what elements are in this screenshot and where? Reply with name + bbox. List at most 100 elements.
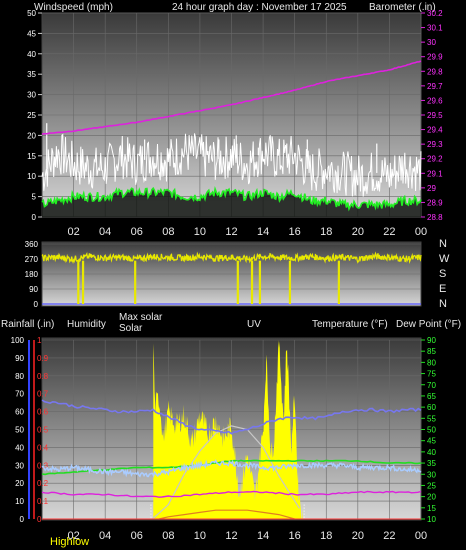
hour-tick-label: 06 [131, 226, 143, 238]
barometer-tick-label: 29 [427, 184, 436, 193]
barometer-tick-label: 28.9 [427, 198, 443, 207]
rainfall-tick-label: 0.2 [37, 479, 49, 488]
sensor-axes: 100908070605040302010010.90.80.70.60.50.… [11, 336, 437, 524]
hour-tick-label: 22 [383, 226, 395, 238]
rainfall-tick-label: 0.6 [37, 408, 49, 417]
humidity-axis-label: Humidity [67, 319, 106, 330]
direction-tick-labels: 360 270 180 90 0 [25, 240, 39, 309]
hour-tick-label-lower: 04 [99, 530, 111, 542]
humidity-line [41, 399, 422, 435]
humidity-tick-label: 50 [15, 426, 24, 435]
hour-tick-label: 12 [225, 226, 237, 238]
temperature-tick-label: 15 [427, 504, 436, 513]
barometer-tick-label: 29.7 [427, 82, 443, 91]
rainfall-tick-label: 1 [37, 336, 42, 345]
humidity-tick-label: 70 [15, 390, 24, 399]
highlow-label: Highlow [50, 536, 89, 548]
uv-line [158, 509, 295, 520]
rainfall-tick-label: 0.5 [37, 426, 49, 435]
humidity-tick-label: 0 [20, 515, 25, 524]
wind-series [41, 60, 422, 217]
temperature-tick-label: 30 [427, 470, 436, 479]
hour-tick-label: 10 [194, 226, 206, 238]
compass-label: N [439, 298, 447, 310]
dew-point-axis-label: Dew Point (°F) [396, 319, 461, 330]
humidity-tick-label: 80 [15, 372, 24, 381]
temperature-tick-label: 20 [427, 493, 436, 502]
temperature-tick-label: 25 [427, 481, 436, 490]
hour-tick-label-lower: 22 [383, 530, 395, 542]
hour-tick-label-lower: 20 [352, 530, 364, 542]
barometer-line [41, 60, 422, 135]
humidity-tick-label: 40 [15, 443, 24, 452]
hour-tick-label: 20 [352, 226, 364, 238]
solar-radiation-area [153, 340, 303, 519]
wind-gust-line [41, 133, 422, 197]
temperature-tick-label: 80 [427, 358, 436, 367]
rainfall-tick-label: 0.8 [37, 372, 49, 381]
hour-tick-label-lower: 00 [415, 530, 427, 542]
humidity-tick-label: 100 [11, 336, 25, 345]
windspeed-tick-label: 40 [27, 50, 36, 59]
temperature-tick-label: 70 [427, 381, 436, 390]
compass-label: S [439, 268, 446, 280]
wind-direction-trace [41, 251, 422, 264]
barometer-tick-label: 28.8 [427, 213, 443, 222]
sensor-series [41, 340, 422, 520]
hour-tick-label: 02 [67, 226, 79, 238]
wind-average-fill [42, 188, 421, 217]
lower-panel-headers: Rainfall (.in) Humidity Max solar Solar … [1, 312, 461, 334]
temperature-tick-label: 35 [427, 459, 436, 468]
hour-tick-label-lower: 18 [320, 530, 332, 542]
hour-tick-label: 16 [289, 226, 301, 238]
uv-axis-label: UV [247, 319, 261, 330]
temperature-tick-label: 40 [427, 448, 436, 457]
compass-label: N [439, 238, 447, 250]
barometer-axis-label: Barometer (.in) [369, 2, 436, 13]
hour-tick-label-lower: 16 [289, 530, 301, 542]
rainfall-tick-label: 0 [37, 515, 42, 524]
windspeed-tick-label: 20 [27, 131, 36, 140]
windspeed-tick-label: 35 [27, 70, 36, 79]
windspeed-tick-label: 15 [27, 152, 36, 161]
windspeed-tick-label: 5 [32, 193, 37, 202]
temperature-axis-label: Temperature (°F) [312, 319, 388, 330]
barometer-tick-label: 29.6 [427, 96, 443, 105]
direction-tick-label: 180 [25, 270, 39, 279]
temperature-tick-label: 55 [427, 414, 436, 423]
temperature-tick-label: 65 [427, 392, 436, 401]
temperature-tick-label: 50 [427, 426, 436, 435]
temperature-tick-label: 10 [427, 515, 436, 524]
barometer-tick-label: 29.5 [427, 111, 443, 120]
direction-series [41, 251, 422, 305]
barometer-tick-label: 30 [427, 38, 436, 47]
windspeed-tick-label: 25 [27, 111, 36, 120]
hour-tick-label: 14 [257, 226, 269, 238]
max-solar-line [152, 425, 300, 520]
wind-chill-line [41, 490, 422, 498]
hour-tick-label-lower: 08 [162, 530, 174, 542]
barometer-tick-label: 29.8 [427, 67, 443, 76]
windspeed-axis-label: Windspeed (mph) [34, 2, 113, 13]
temperature-tick-label: 85 [427, 347, 436, 356]
windspeed-tick-label: 50 [27, 9, 36, 18]
barometer-tick-label: 30.1 [427, 24, 443, 33]
humidity-tick-label: 90 [15, 354, 24, 363]
windspeed-tick-label: 10 [27, 172, 36, 181]
hour-tick-label-lower: 02 [67, 530, 79, 542]
wind-barometer-panel: Windspeed (mph) 24 hour graph day : Nove… [27, 2, 443, 238]
hour-tick-label: 08 [162, 226, 174, 238]
rainfall-tick-label: 0.1 [37, 497, 49, 506]
barometer-tick-label: 29.3 [427, 140, 443, 149]
temperature-tick-label: 75 [427, 370, 436, 379]
humidity-tick-label: 10 [15, 497, 24, 506]
hour-tick-label-lower: 12 [225, 530, 237, 542]
windspeed-tick-label: 30 [27, 91, 36, 100]
hour-tick-label: 00 [415, 226, 427, 238]
windspeed-tick-label: 45 [27, 29, 36, 38]
barometer-tick-labels: 30.2 30.1 30 29.9 29.8 29.7 29.6 29.5 29.4 29.3 29… [421, 9, 443, 222]
direction-tick-label: 90 [29, 285, 38, 294]
